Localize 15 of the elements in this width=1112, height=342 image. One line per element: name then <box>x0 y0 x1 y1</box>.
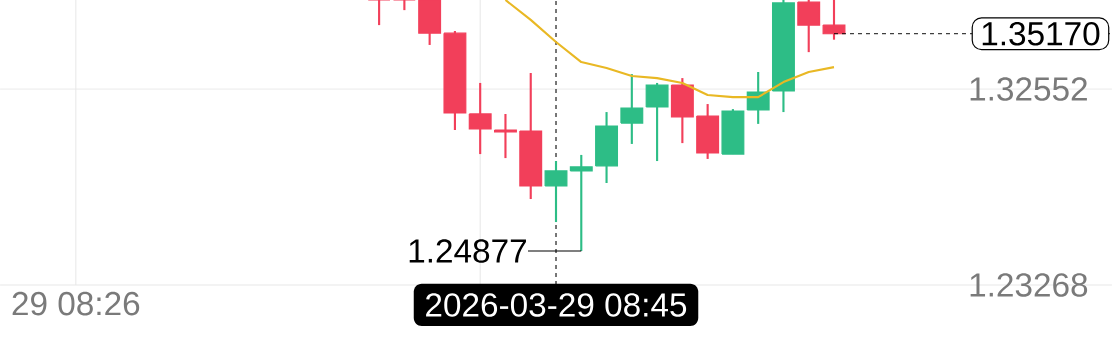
y-tick-label: 1.32552 <box>970 77 1087 101</box>
candlestick <box>468 81 492 156</box>
candlestick <box>569 153 593 253</box>
candlestick <box>494 112 517 160</box>
y-tick-label: 1.23268 <box>970 273 1088 297</box>
x-tick-label: 2026-03-29 08:45 <box>426 293 687 317</box>
candlestick <box>797 0 821 54</box>
candlestick <box>746 70 770 125</box>
candlestick <box>822 0 846 41</box>
x-tick-label: 29 08:26 <box>12 291 140 316</box>
annotation: 1.24877 <box>409 239 526 263</box>
candlestick <box>645 81 669 163</box>
ref-line-label: 1.35170 <box>982 21 1100 46</box>
candlestick <box>544 159 568 224</box>
candlestick <box>620 73 644 146</box>
